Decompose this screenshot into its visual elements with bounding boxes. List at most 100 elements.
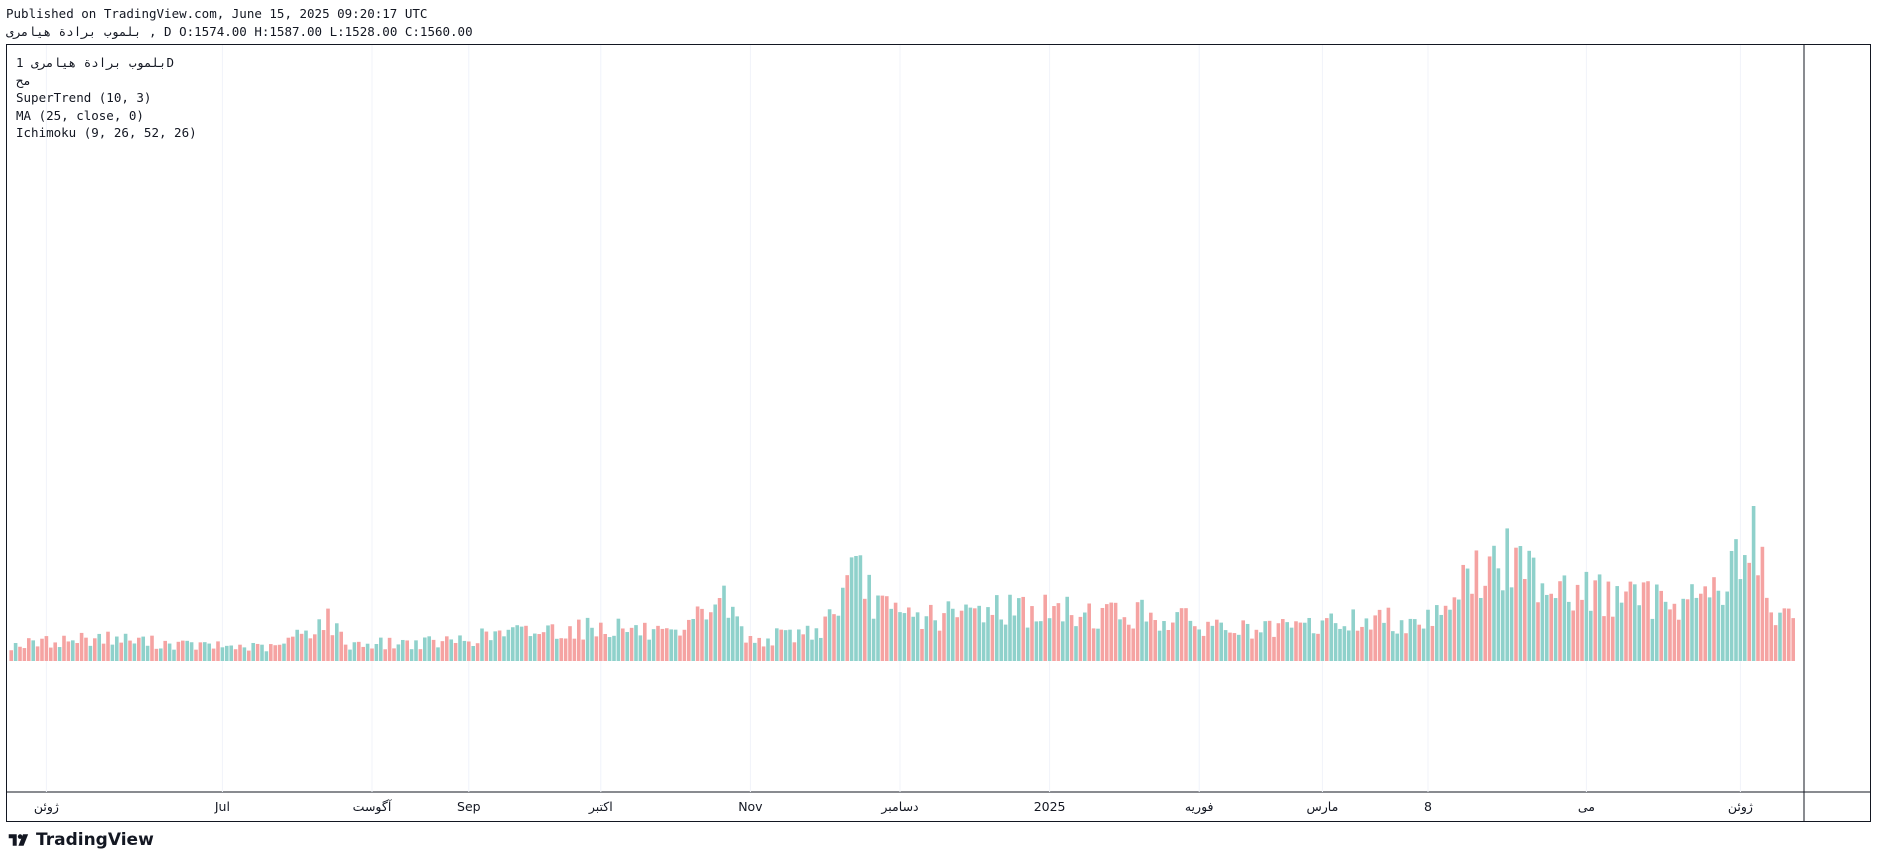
volume-bar bbox=[577, 619, 581, 661]
volume-bar bbox=[238, 644, 242, 661]
volume-bar bbox=[1228, 632, 1232, 661]
legend-supertrend[interactable]: SuperTrend (10, 3) bbox=[16, 90, 152, 105]
brand-name: TradingView bbox=[36, 830, 154, 850]
legend-symbol[interactable]: بلموب برادة هيامرى 1D bbox=[16, 55, 175, 70]
volume-bar bbox=[484, 631, 489, 661]
volume-bar bbox=[1316, 633, 1320, 661]
volume-bar bbox=[810, 639, 814, 661]
volume-bar bbox=[141, 636, 145, 661]
volume-bar bbox=[313, 634, 317, 661]
volume-bar bbox=[748, 636, 753, 661]
volume-bar bbox=[634, 625, 638, 661]
volume-bar bbox=[717, 598, 722, 661]
volume-bar bbox=[709, 612, 713, 661]
volume-bar bbox=[1162, 621, 1166, 661]
volume-bar bbox=[1219, 622, 1223, 661]
volume-bar bbox=[933, 620, 937, 661]
volume-bar bbox=[1320, 620, 1325, 661]
volume-bar bbox=[1065, 596, 1069, 661]
volume-bar bbox=[1650, 618, 1655, 661]
volume-bar bbox=[194, 649, 198, 661]
volume-bar bbox=[62, 635, 66, 661]
volume-bar bbox=[1254, 629, 1259, 661]
volume-bar bbox=[145, 645, 150, 661]
volume-bar bbox=[1760, 546, 1765, 661]
volume-bar bbox=[467, 641, 471, 661]
volume-bar bbox=[986, 607, 990, 661]
volume-bar bbox=[951, 608, 955, 661]
volume-bar bbox=[1606, 581, 1611, 661]
volume-bar bbox=[832, 614, 836, 661]
volume-bar bbox=[1496, 568, 1501, 661]
volume-bar bbox=[1611, 616, 1615, 661]
price-chart-svg[interactable]: 1040.001080.001120.001160.001200.001240.… bbox=[6, 44, 1871, 822]
volume-bar bbox=[445, 636, 449, 661]
volume-bar bbox=[181, 640, 185, 661]
volume-bar bbox=[1399, 620, 1404, 661]
volume-bar bbox=[537, 634, 541, 661]
volume-bar bbox=[920, 628, 924, 661]
volume-bar bbox=[1549, 593, 1553, 661]
volume-bar bbox=[49, 647, 53, 661]
volume-bar bbox=[1135, 602, 1140, 661]
volume-bar bbox=[128, 640, 132, 661]
volume-bar bbox=[1144, 621, 1149, 661]
volume-bar bbox=[1773, 625, 1778, 661]
volume-bar bbox=[1237, 634, 1241, 661]
volume-bar bbox=[599, 622, 603, 661]
volume-bar bbox=[1285, 622, 1289, 661]
volume-bar bbox=[643, 622, 647, 661]
volume-bar bbox=[339, 631, 343, 661]
volume-bar bbox=[1663, 601, 1668, 661]
volume-bar bbox=[700, 608, 704, 661]
volume-bar bbox=[493, 631, 497, 661]
volume-bar bbox=[638, 635, 643, 661]
time-tick-label: ژوئن bbox=[1728, 799, 1753, 815]
volume-bar bbox=[330, 635, 335, 661]
volume-bar bbox=[1531, 557, 1536, 661]
published-note: Published on TradingView.com, June 15, 2… bbox=[6, 6, 428, 21]
legend-ma[interactable]: MA (25, close, 0) bbox=[16, 107, 144, 123]
volume-bar bbox=[1483, 585, 1487, 661]
volume-bar bbox=[1716, 590, 1721, 661]
volume-bar bbox=[814, 628, 819, 661]
volume-bar bbox=[959, 610, 964, 661]
chart-area[interactable]: 1040.001080.001120.001160.001200.001240.… bbox=[6, 44, 1871, 822]
volume-bar bbox=[75, 643, 79, 661]
volume-bar bbox=[321, 630, 326, 661]
volume-bar bbox=[1703, 586, 1707, 661]
time-tick-label: دسامبر bbox=[880, 799, 918, 815]
volume-bar bbox=[559, 638, 563, 661]
volume-bar bbox=[827, 609, 832, 661]
volume-bar bbox=[1690, 584, 1694, 661]
volume-bar bbox=[220, 647, 225, 661]
volume-bar bbox=[1575, 584, 1580, 661]
volume-bar bbox=[981, 622, 986, 661]
volume-bar bbox=[286, 637, 291, 661]
volume-bar bbox=[651, 629, 656, 661]
volume-bar bbox=[35, 646, 40, 661]
volume-bar bbox=[137, 637, 141, 661]
volume-bar bbox=[348, 649, 352, 661]
volume-bar bbox=[1377, 609, 1382, 661]
volume-bar bbox=[1765, 597, 1769, 661]
volume-bar bbox=[766, 638, 770, 661]
volume-bar bbox=[1659, 590, 1663, 661]
legend-ichimoku[interactable]: Ichimoku (9, 26, 52, 26) bbox=[16, 125, 197, 140]
volume-bar bbox=[489, 640, 493, 661]
time-tick-label: می bbox=[1578, 799, 1595, 814]
volume-bar bbox=[1338, 628, 1342, 661]
volume-bar bbox=[1069, 615, 1074, 661]
volume-bar bbox=[150, 635, 154, 661]
volume-bar bbox=[401, 639, 405, 661]
volume-bar bbox=[739, 626, 744, 661]
volume-bar bbox=[251, 642, 255, 661]
time-tick-label: Jul bbox=[214, 799, 230, 814]
volume-bar bbox=[462, 640, 467, 661]
tradingview-logo[interactable]: TradingView bbox=[6, 830, 154, 850]
volume-bar bbox=[1721, 604, 1725, 661]
volume-bar bbox=[475, 643, 480, 661]
time-tick-label: 8 bbox=[1424, 799, 1432, 814]
volume-bar bbox=[1122, 617, 1127, 661]
volume-bar bbox=[211, 648, 216, 661]
